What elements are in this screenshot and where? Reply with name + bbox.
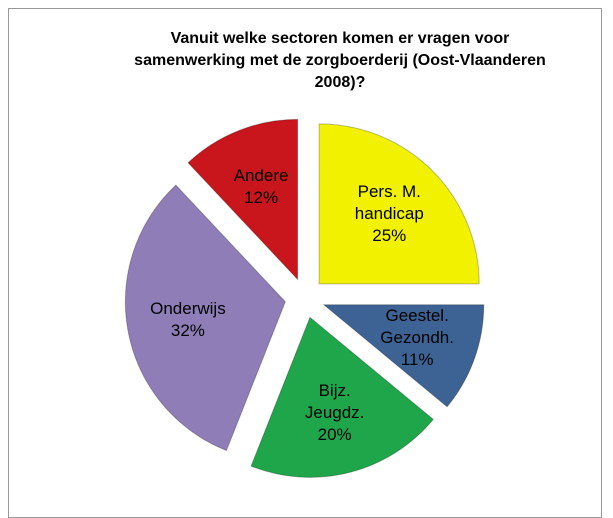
slice-label: Bijz. Jeugdz. [304, 381, 365, 423]
slice-value-label: 20% [317, 425, 352, 445]
slice-value-label: 25% [372, 225, 407, 245]
slice-value-label: 12% [244, 188, 279, 208]
pie-slice [124, 184, 286, 452]
pie-slice [322, 304, 485, 408]
slice-label: Pers. M. handicap [354, 181, 424, 223]
chart-title: Vanuit welke sectoren komen er vragen vo… [134, 30, 546, 91]
pie-slice [250, 316, 434, 478]
pie-slice [187, 118, 299, 281]
slice-label: Onderwijs [150, 299, 226, 319]
slice-label: Andere [233, 166, 289, 186]
slice-value-label: 11% [400, 350, 434, 370]
slice-value-label: 32% [170, 321, 205, 341]
pie-slice [318, 123, 480, 285]
slice-label: Geestel. Gezondh. [380, 306, 454, 348]
